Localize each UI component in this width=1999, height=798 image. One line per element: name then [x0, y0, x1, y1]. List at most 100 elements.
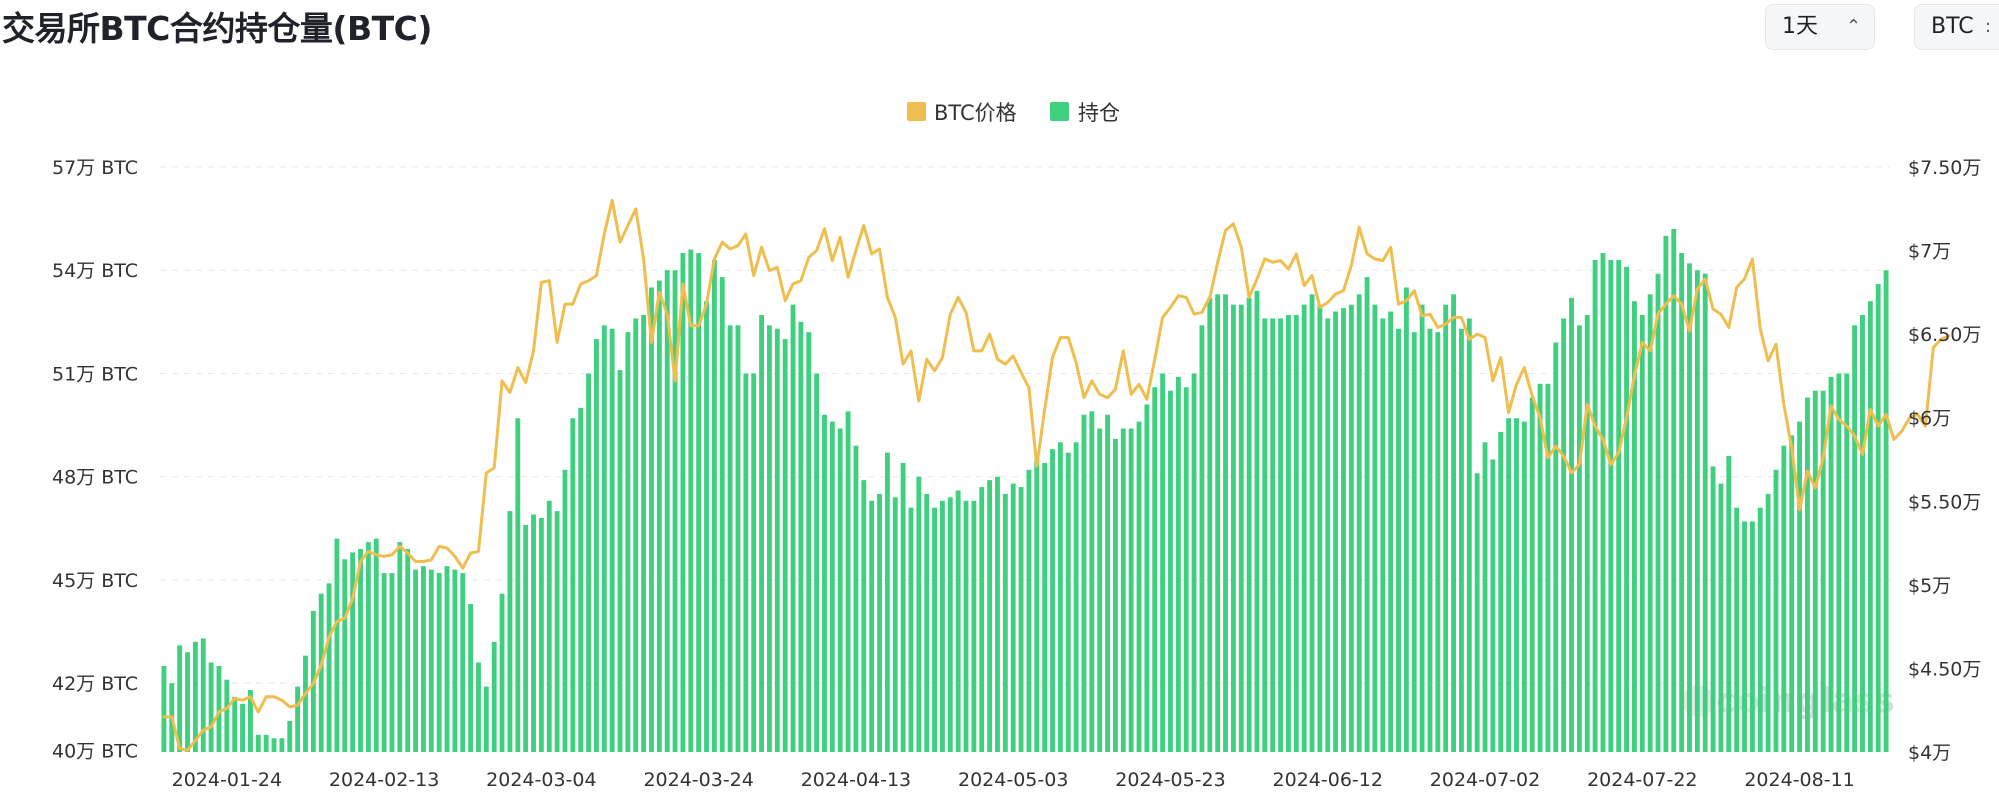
oi-bar[interactable] — [1836, 373, 1842, 752]
oi-bar[interactable] — [1545, 383, 1551, 752]
oi-bar[interactable] — [515, 418, 521, 752]
oi-bar[interactable] — [428, 569, 434, 752]
oi-bar[interactable] — [1435, 332, 1441, 752]
oi-bar[interactable] — [1797, 421, 1803, 752]
oi-bar[interactable] — [491, 641, 497, 752]
oi-bar[interactable] — [436, 573, 442, 752]
oi-bar[interactable] — [672, 270, 678, 752]
oi-bar[interactable] — [460, 573, 466, 752]
oi-bar[interactable] — [625, 332, 631, 752]
oi-bar[interactable] — [1427, 328, 1433, 752]
oi-bar[interactable] — [523, 524, 529, 752]
oi-bar[interactable] — [664, 270, 670, 752]
oi-bar[interactable] — [971, 500, 977, 752]
oi-bar[interactable] — [1278, 318, 1284, 752]
oi-bar[interactable] — [727, 325, 733, 752]
oi-bar[interactable] — [397, 542, 403, 752]
oi-bar[interactable] — [318, 593, 324, 752]
oi-bar[interactable] — [939, 500, 945, 752]
oi-bar[interactable] — [538, 518, 544, 752]
legend-label-price[interactable]: BTC价格 — [934, 101, 1017, 125]
oi-bar[interactable] — [1002, 493, 1008, 752]
oi-bar[interactable] — [1230, 304, 1236, 752]
oi-bar[interactable] — [1702, 273, 1708, 752]
oi-bar[interactable] — [1183, 387, 1189, 752]
oi-bar[interactable] — [1576, 325, 1582, 752]
oi-bar[interactable] — [381, 573, 387, 752]
chart-legend[interactable]: BTC价格 持仓 — [907, 101, 1120, 125]
oi-bar[interactable] — [499, 593, 505, 752]
oi-bar[interactable] — [609, 328, 615, 752]
oi-bar[interactable] — [1293, 314, 1299, 752]
oi-bar[interactable] — [1419, 304, 1425, 752]
oi-bar[interactable] — [1521, 421, 1527, 752]
oi-bar[interactable] — [232, 696, 238, 752]
oi-bar[interactable] — [916, 476, 922, 752]
oi-bar[interactable] — [420, 566, 426, 752]
oi-bar[interactable] — [1639, 314, 1645, 752]
oi-bar[interactable] — [1112, 438, 1118, 752]
oi-bar[interactable] — [1065, 452, 1071, 752]
oi-bar[interactable] — [287, 721, 293, 752]
oi-bar[interactable] — [649, 287, 654, 752]
oi-bar[interactable] — [531, 514, 536, 752]
oi-bar[interactable] — [1042, 462, 1048, 752]
oi-bar[interactable] — [806, 332, 812, 752]
oi-bar[interactable] — [1561, 318, 1567, 752]
oi-bar[interactable] — [578, 407, 584, 752]
oi-bar[interactable] — [719, 277, 725, 752]
oi-bar[interactable] — [1718, 483, 1724, 752]
oi-bar[interactable] — [1710, 466, 1716, 752]
oi-bar[interactable] — [1679, 253, 1685, 752]
oi-bar[interactable] — [1380, 318, 1386, 752]
oi-bar[interactable] — [1175, 376, 1181, 752]
oi-bar[interactable] — [177, 645, 183, 752]
oi-bar[interactable] — [688, 249, 694, 752]
oi-bar[interactable] — [774, 328, 780, 752]
oi-bar[interactable] — [1018, 487, 1024, 752]
oi-bar[interactable] — [444, 566, 450, 752]
oi-bar[interactable] — [1812, 390, 1818, 752]
oi-bar[interactable] — [1671, 228, 1677, 753]
oi-bar[interactable] — [1120, 428, 1126, 752]
oi-bar[interactable] — [1600, 253, 1606, 752]
oi-bar[interactable] — [617, 370, 623, 752]
oi-bar[interactable] — [1144, 404, 1150, 752]
oi-bar[interactable] — [1403, 287, 1409, 752]
oi-bar[interactable] — [1514, 418, 1519, 752]
unit-select[interactable]: BTC : — [1914, 4, 1999, 50]
oi-bar[interactable] — [822, 414, 827, 752]
oi-bar[interactable] — [656, 280, 662, 752]
oi-bar[interactable] — [1474, 473, 1480, 752]
oi-bar[interactable] — [405, 548, 411, 752]
oi-bar[interactable] — [240, 703, 246, 752]
oi-bar[interactable] — [1781, 445, 1787, 752]
oi-bar[interactable] — [1215, 294, 1221, 752]
oi-bar[interactable] — [247, 690, 253, 752]
oi-bar[interactable] — [1081, 414, 1087, 752]
oi-bar[interactable] — [1364, 277, 1370, 752]
oi-bar[interactable] — [1498, 431, 1504, 752]
oi-bar[interactable] — [185, 652, 190, 752]
oi-bar[interactable] — [365, 542, 371, 752]
oi-bar[interactable] — [208, 662, 214, 752]
oi-bar[interactable] — [1537, 383, 1543, 752]
oi-bar[interactable] — [554, 511, 560, 752]
oi-bar[interactable] — [1396, 328, 1401, 752]
oi-bar[interactable] — [216, 665, 222, 752]
oi-bar[interactable] — [295, 686, 301, 752]
oi-bar[interactable] — [735, 325, 741, 752]
oi-bar[interactable] — [1466, 318, 1472, 752]
oi-bar[interactable] — [979, 487, 985, 752]
oi-bar[interactable] — [1128, 428, 1134, 752]
oi-bar[interactable] — [200, 638, 206, 752]
oi-bar[interactable] — [1655, 273, 1661, 752]
oi-bar[interactable] — [1199, 325, 1205, 752]
oi-bar[interactable] — [1867, 301, 1873, 752]
oi-bar[interactable] — [1742, 521, 1747, 752]
oi-bar[interactable] — [1553, 342, 1559, 753]
oi-bar[interactable] — [1246, 297, 1252, 752]
oi-bar[interactable] — [680, 253, 686, 752]
oi-bar[interactable] — [1010, 483, 1016, 752]
oi-bar[interactable] — [837, 428, 843, 752]
